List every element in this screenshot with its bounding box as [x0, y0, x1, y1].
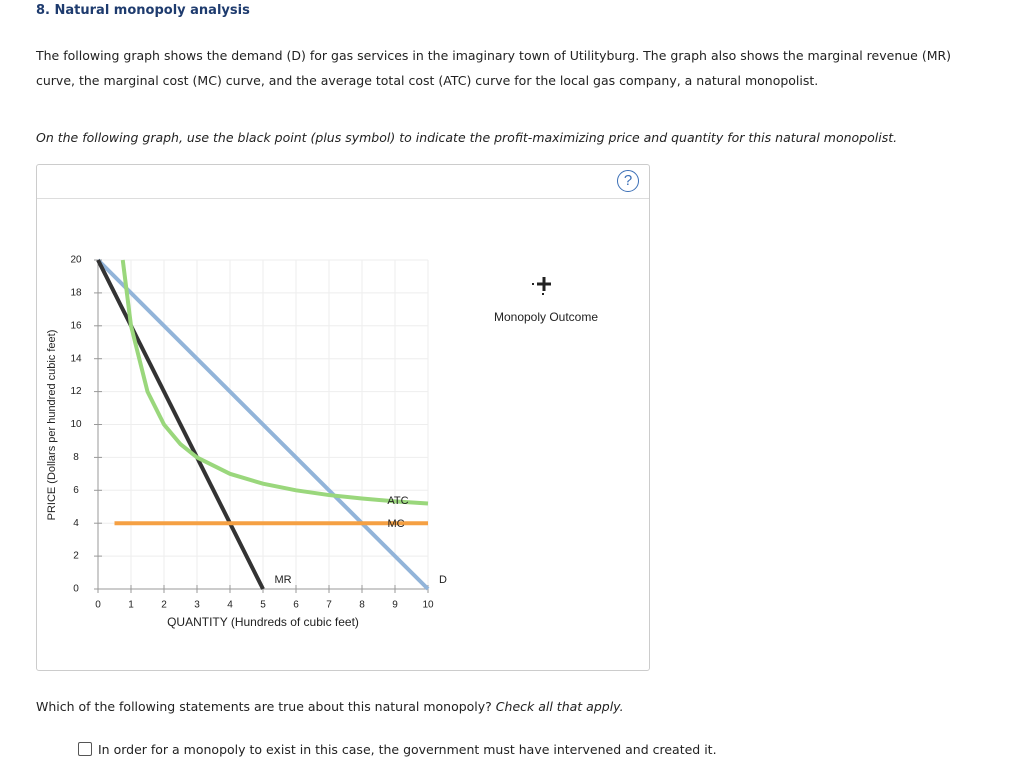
y-tick-label: 18 — [70, 288, 82, 299]
y-tick-label: 16 — [70, 320, 82, 331]
plus-icon[interactable] — [532, 283, 534, 285]
x-tick-label: 4 — [227, 600, 233, 611]
curve-label: D — [439, 574, 447, 586]
y-tick-label: 10 — [70, 419, 82, 430]
x-tick-label: 10 — [422, 600, 434, 611]
x-axis-label: QUANTITY (Hundreds of cubic feet) — [167, 615, 359, 629]
curve — [120, 259, 429, 506]
x-tick-label: 8 — [359, 600, 365, 611]
x-tick-label: 5 — [260, 600, 266, 611]
question-emphasis: Check all that apply. — [495, 699, 624, 714]
graph-panel: ? — [36, 164, 650, 671]
question: Which of the following statements are tr… — [36, 699, 624, 714]
curve-label: ATC — [387, 495, 408, 507]
x-tick-label: 0 — [95, 600, 101, 611]
x-tick-label: 3 — [194, 600, 200, 611]
x-tick-label: 7 — [326, 600, 332, 611]
option[interactable]: In order for a monopoly to exist in this… — [78, 742, 717, 757]
y-tick-label: 20 — [70, 255, 82, 266]
checkbox[interactable] — [78, 742, 92, 756]
instruction: On the following graph, use the black po… — [36, 130, 898, 145]
question-text: Which of the following statements are tr… — [36, 699, 492, 714]
y-tick-label: 12 — [70, 386, 82, 397]
x-tick-label: 6 — [293, 600, 299, 611]
x-tick-label: 2 — [161, 600, 167, 611]
y-tick-label: 14 — [70, 353, 82, 364]
plus-icon[interactable] — [542, 293, 544, 295]
y-tick-label: 0 — [73, 584, 79, 595]
x-tick-label: 9 — [392, 600, 398, 611]
intro-text: The following graph shows the demand (D)… — [36, 48, 952, 88]
chart: Monopoly Outcome PRICE (Dollars per hund… — [46, 255, 598, 630]
curve — [96, 258, 430, 591]
x-tick-label: 1 — [128, 600, 134, 611]
plus-tool[interactable] — [532, 277, 551, 295]
curve — [96, 259, 265, 590]
toolbar: ? — [37, 165, 649, 199]
y-tick-label: 8 — [73, 452, 79, 463]
y-tick-label: 2 — [73, 551, 79, 562]
curve-label: MC — [387, 518, 404, 530]
help-button[interactable]: ? — [617, 170, 639, 192]
y-tick-label: 4 — [73, 518, 79, 529]
curve-label: MR — [274, 574, 291, 586]
y-tick-label: 6 — [73, 485, 79, 496]
tool-label: Monopoly Outcome — [494, 310, 598, 324]
y-axis-label: PRICE (Dollars per hundred cubic feet) — [46, 330, 58, 521]
option-text: In order for a monopoly to exist in this… — [98, 742, 717, 757]
question-title: 8. Natural monopoly analysis — [36, 3, 250, 18]
